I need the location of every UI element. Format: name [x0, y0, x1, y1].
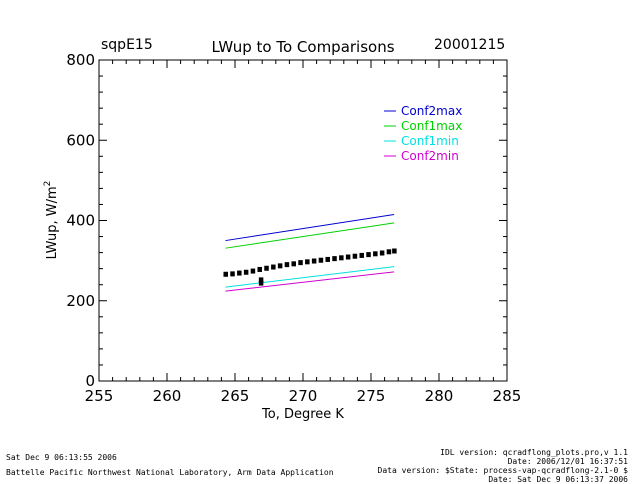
x-tick-label: 265: [221, 387, 250, 405]
lwup-data-point: [359, 252, 364, 258]
lwup-data-point: [339, 255, 344, 261]
x-tick-label: 270: [289, 387, 318, 405]
lwup-data-point: [366, 252, 371, 258]
y-tick-label: 0: [85, 372, 95, 390]
y-tick-label: 800: [66, 51, 95, 69]
lwup-data-point: [352, 253, 358, 259]
lwup-data-point: [386, 249, 392, 255]
lwup-data-point: [325, 256, 330, 262]
legend-label-conf2min: Conf2min: [401, 149, 459, 163]
chart-title: LWup to To Comparisons: [211, 38, 394, 56]
x-tick-label: 275: [357, 387, 386, 405]
y-axis-label-superscript: 2: [43, 181, 53, 187]
y-axis-label-text: LWup, W/m: [45, 186, 60, 259]
footer-data-version: Data version: $State: process-vap-qcradf…: [377, 466, 628, 475]
footer-right: IDL version: qcradflong_plots.pro,v 1.1 …: [378, 448, 628, 484]
lwup-data-point: [277, 263, 283, 269]
series-line-conf2min: [225, 271, 395, 292]
legend-label-conf2max: Conf2max: [401, 104, 462, 118]
lwup-data-point: [223, 271, 228, 277]
lwup-data-point: [318, 257, 324, 263]
footer-idl-date: Date: 2006/12/01 16:37:51: [507, 457, 628, 466]
y-tick-label: 600: [66, 131, 95, 149]
y-tick-label: 200: [66, 292, 95, 310]
x-tick-label: 255: [85, 387, 114, 405]
lwup-data-point: [392, 248, 397, 254]
lwup-data-point: [345, 254, 351, 260]
series-line-conf1min: [225, 266, 395, 288]
series-line-conf2max: [225, 213, 395, 242]
lwup-data-point: [258, 280, 264, 286]
lwup-data-point: [373, 251, 378, 257]
footer-idl-version: IDL version: qcradflong_plots.pro,v 1.1: [440, 448, 628, 457]
lwup-data-point: [298, 260, 303, 266]
x-axis-label: To, Degree K: [261, 407, 344, 422]
footer-left: Sat Dec 9 06:13:55 2006 Battelle Pacific…: [6, 453, 334, 477]
legend-label-conf1min: Conf1min: [401, 134, 459, 148]
lwup-data-point: [243, 269, 249, 275]
lwup-data-point: [311, 258, 317, 264]
lwup-data-point: [230, 271, 235, 277]
lwup-data-point: [305, 259, 310, 265]
lwup-data-point: [271, 264, 276, 270]
lwup-data-point: [264, 265, 269, 271]
lwup-data-point: [332, 256, 337, 262]
lwup-data-point: [257, 266, 262, 272]
lwup-data-point: [379, 250, 385, 256]
lwup-data-point: [284, 262, 290, 268]
footer-organization: Battelle Pacific Northwest National Labo…: [6, 468, 334, 477]
lwup-data-point: [237, 270, 242, 276]
legend-label-conf1max: Conf1max: [401, 119, 462, 133]
site-label: sqpE15: [101, 37, 153, 53]
x-tick-label: 285: [493, 387, 522, 405]
y-axis-label: LWup, W/m2: [43, 181, 60, 260]
lwup-data-point: [258, 277, 264, 283]
footer-timestamp: Sat Dec 9 06:13:55 2006: [6, 453, 117, 462]
x-tick-label: 280: [425, 387, 454, 405]
date-label: 20001215: [434, 37, 506, 53]
series-line-conf1max: [225, 222, 395, 249]
y-tick-label: 400: [66, 212, 95, 230]
lwup-data-point: [291, 261, 296, 267]
lwup-data-point: [250, 268, 256, 274]
x-tick-label: 260: [153, 387, 182, 405]
